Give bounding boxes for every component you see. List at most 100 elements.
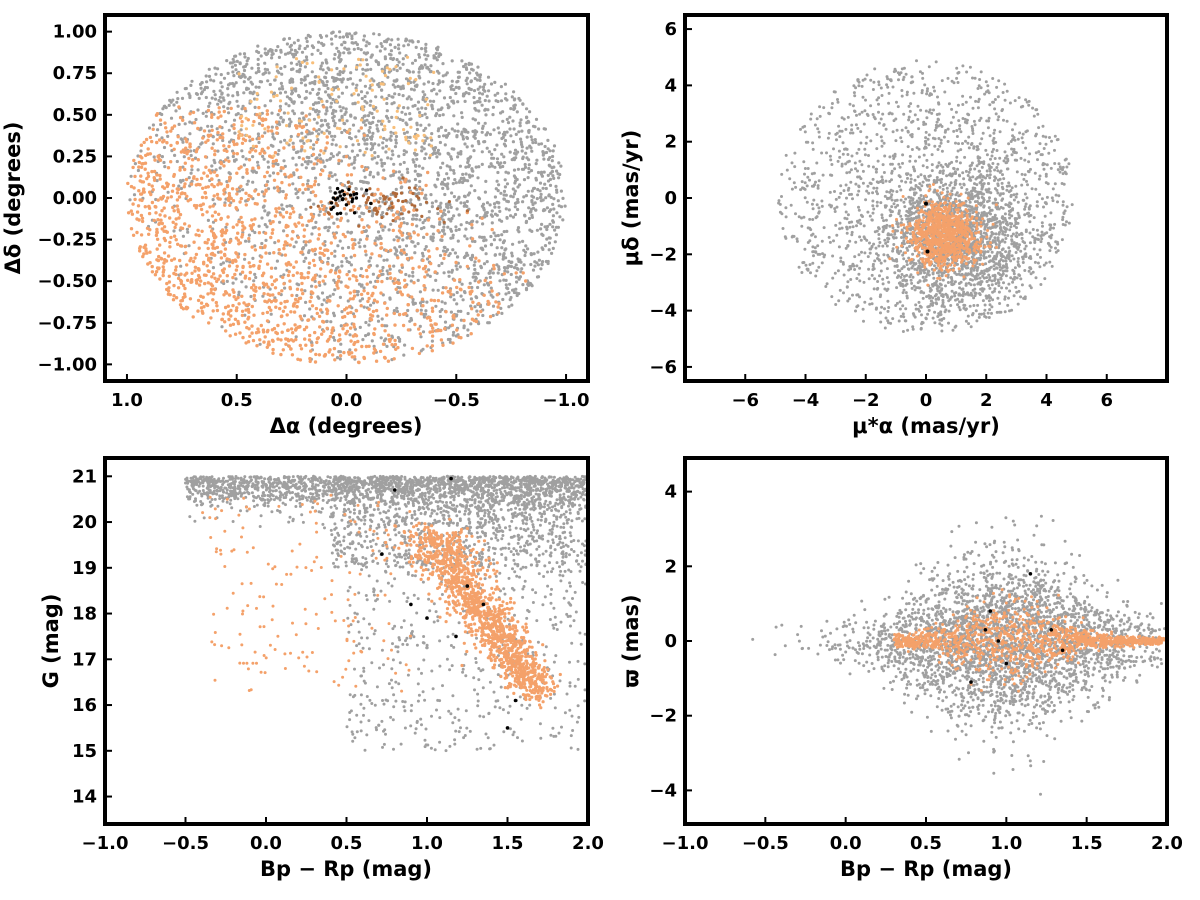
sky-member-point	[322, 204, 326, 209]
sky-field-point	[503, 97, 508, 101]
sky-field-point	[337, 350, 341, 354]
sky-member-point	[355, 278, 359, 283]
sky-field-point	[387, 93, 391, 98]
sky-member-point	[402, 208, 406, 212]
sky-field-point	[463, 291, 467, 295]
sky-member-point	[247, 277, 252, 281]
sky-field-point	[393, 246, 397, 250]
sky-member-point	[217, 106, 221, 110]
sky-member-point	[272, 154, 276, 158]
sky-member-point	[253, 201, 257, 206]
sky-field-point	[415, 123, 419, 127]
sky-field-point	[538, 181, 543, 185]
sky-member-point	[379, 291, 383, 295]
sky-member-point	[156, 154, 160, 159]
sky-field-point	[358, 215, 362, 219]
sky-member-point	[258, 151, 262, 156]
sky-member-point	[252, 293, 257, 298]
sky-member-point	[283, 300, 287, 304]
sky-ylabel: Δδ (degrees)	[1, 122, 25, 275]
sky-field-point	[473, 260, 477, 264]
sky-field-point	[517, 240, 521, 244]
sky-member-point	[371, 104, 375, 108]
sky-member-point	[405, 257, 410, 261]
pm-field-point	[842, 117, 846, 121]
sky-field-point	[539, 142, 544, 146]
pm-field-point	[800, 180, 804, 184]
sky-field-point	[459, 309, 463, 313]
sky-field-point	[541, 186, 545, 190]
sky-member-point	[162, 261, 166, 265]
sky-field-point	[456, 122, 460, 126]
sky-member-point	[174, 217, 178, 221]
sky-field-point	[327, 176, 331, 181]
sky-field-point	[257, 85, 261, 89]
sky-field-point	[373, 156, 377, 160]
sky-member-point	[253, 217, 257, 221]
sky-field-point	[438, 140, 442, 145]
sky-member-point	[150, 200, 155, 205]
sky-member-point	[313, 247, 317, 251]
sky-member-point	[436, 298, 441, 303]
sky-field-point	[345, 85, 349, 89]
sky-member-point	[176, 135, 180, 139]
sky-member-point	[222, 164, 226, 168]
sky-field-point	[424, 245, 428, 249]
pm-field-point	[879, 201, 883, 205]
sky-field-point	[417, 74, 421, 78]
sky-field-point	[303, 65, 307, 69]
sky-special-point	[329, 201, 334, 205]
sky-field-point	[326, 256, 330, 260]
sky-member-point	[181, 148, 185, 152]
sky-member-point	[323, 274, 327, 279]
sky-field-point	[422, 312, 426, 317]
sky-field-point	[227, 128, 231, 132]
pm-field-point	[848, 239, 852, 243]
sky-member-point	[238, 200, 242, 204]
sky-field-point	[499, 306, 503, 310]
sky-member-point	[317, 80, 321, 84]
sky-member-point	[370, 252, 374, 256]
sky-field-point	[280, 203, 284, 207]
sky-field-point	[323, 282, 327, 286]
sky-member-point	[356, 206, 361, 211]
sky-field-point	[242, 163, 246, 167]
sky-member-point	[171, 220, 175, 224]
sky-member-point	[486, 302, 491, 306]
sky-field-point	[364, 334, 368, 338]
sky-field-point	[251, 155, 255, 159]
sky-member-point	[345, 272, 349, 277]
sky-field-point	[415, 224, 419, 228]
sky-field-point	[468, 71, 472, 75]
sky-member-point	[250, 137, 255, 141]
sky-member-point	[185, 194, 189, 198]
sky-field-point	[339, 324, 343, 328]
sky-field-point	[402, 131, 407, 135]
sky-field-point	[375, 236, 379, 240]
sky-field-point	[362, 305, 366, 309]
sky-field-point	[516, 267, 520, 271]
sky-member-point	[236, 255, 240, 259]
sky-field-point	[413, 163, 418, 167]
pm-field-point	[1053, 222, 1057, 226]
sky-member-point	[294, 57, 299, 61]
sky-member-point	[265, 319, 270, 323]
sky-field-point	[390, 149, 394, 153]
sky-member-point	[250, 218, 254, 222]
sky-member-point	[140, 162, 144, 166]
sky-field-point	[502, 193, 506, 197]
sky-field-point	[189, 153, 193, 158]
sky-member-point	[154, 211, 158, 215]
sky-field-point	[269, 312, 273, 316]
sky-member-point	[322, 212, 327, 216]
pm-field-point	[841, 141, 845, 145]
sky-field-point	[497, 267, 501, 271]
pm-field-point	[860, 250, 863, 254]
sky-field-point	[493, 80, 497, 84]
sky-member-point	[257, 231, 262, 235]
sky-member-point	[143, 161, 148, 165]
sky-member-point	[243, 138, 248, 143]
sky-field-point	[473, 106, 477, 111]
sky-field-point	[448, 203, 452, 207]
sky-member-point	[354, 348, 358, 352]
